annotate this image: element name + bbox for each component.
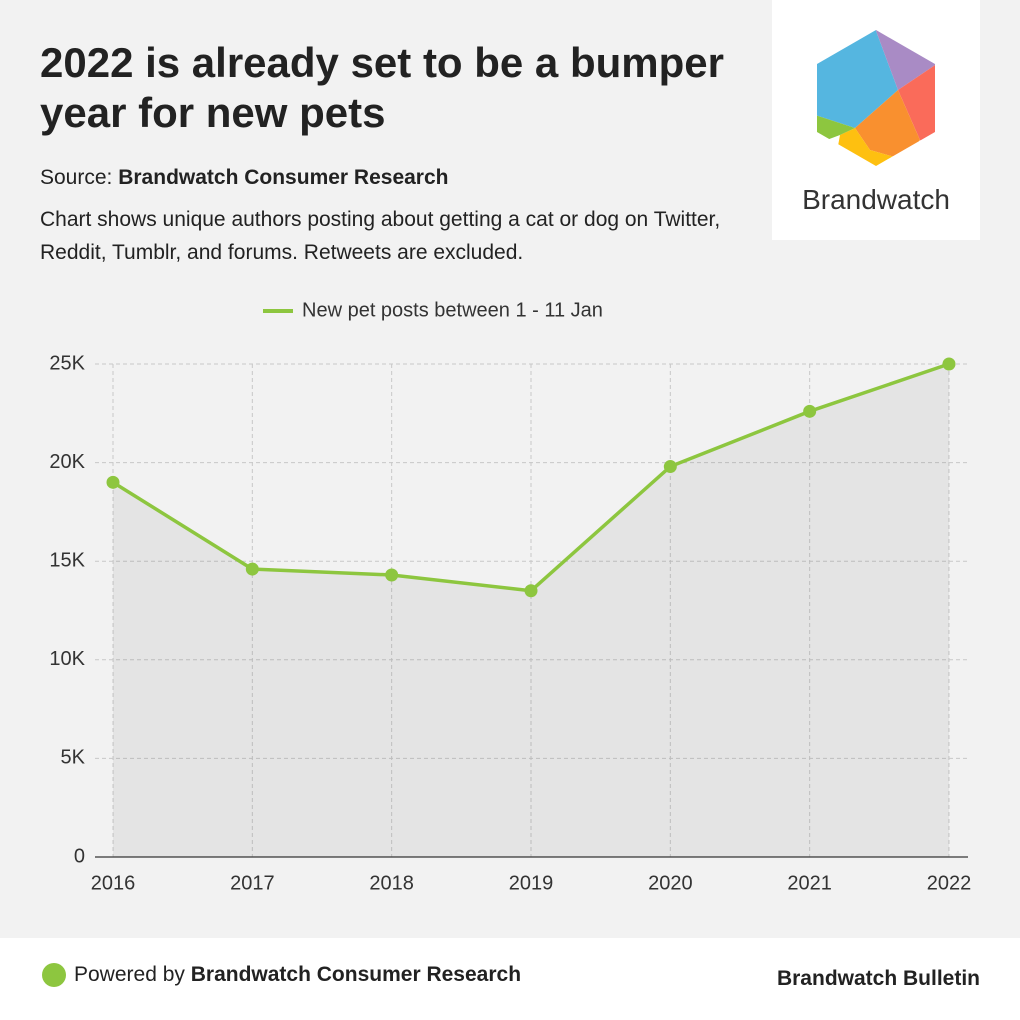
y-tick-label: 5K	[61, 747, 86, 769]
x-tick-label: 2018	[369, 872, 414, 894]
x-tick-label: 2019	[509, 872, 554, 894]
x-tick-label: 2017	[230, 872, 275, 894]
x-tick-label: 2022	[927, 872, 972, 894]
y-tick-label: 25K	[49, 352, 85, 374]
chart: 0 5K 10K 15K 20K 25K 2016 2017 2018 2019 2020 2021 2…	[49, 299, 972, 894]
source: Source: Brandwatch Consumer Research	[40, 166, 449, 190]
footer: Powered by Brandwatch Consumer Research …	[0, 938, 1020, 1020]
source-prefix: Source:	[40, 166, 113, 189]
point	[803, 404, 817, 418]
logo-text: Brandwatch	[802, 184, 950, 215]
area	[113, 364, 949, 857]
point	[106, 475, 120, 489]
x-tick-label: 2020	[648, 872, 693, 894]
logo-icon	[817, 30, 935, 166]
y-tick-label: 0	[74, 845, 85, 867]
footer-brand: Brandwatch Bulletin	[776, 967, 980, 990]
description: Chart shows unique authors posting about…	[40, 208, 721, 264]
source-name: Brandwatch Consumer Research	[118, 166, 449, 189]
footer-dot	[42, 963, 66, 987]
footer-source: Powered by Brandwatch Consumer Research	[74, 963, 521, 987]
y-tick-label: 10K	[49, 648, 85, 670]
point	[385, 568, 399, 582]
y-tick-label: 20K	[49, 451, 85, 473]
logo: Brandwatch	[772, 0, 980, 240]
point	[524, 584, 538, 598]
footer-prefix: Powered by	[74, 963, 185, 986]
legend-label: New pet posts between 1 - 11 Jan	[302, 299, 603, 321]
title: 2022 is already set to be a bumper year …	[40, 39, 724, 136]
point	[245, 562, 259, 576]
x-tick-label: 2016	[91, 872, 136, 894]
point	[942, 357, 956, 371]
point	[663, 460, 677, 474]
footer-source-name: Brandwatch Consumer Research	[190, 963, 522, 986]
x-tick-label: 2021	[787, 872, 832, 894]
y-tick-label: 15K	[49, 549, 85, 571]
